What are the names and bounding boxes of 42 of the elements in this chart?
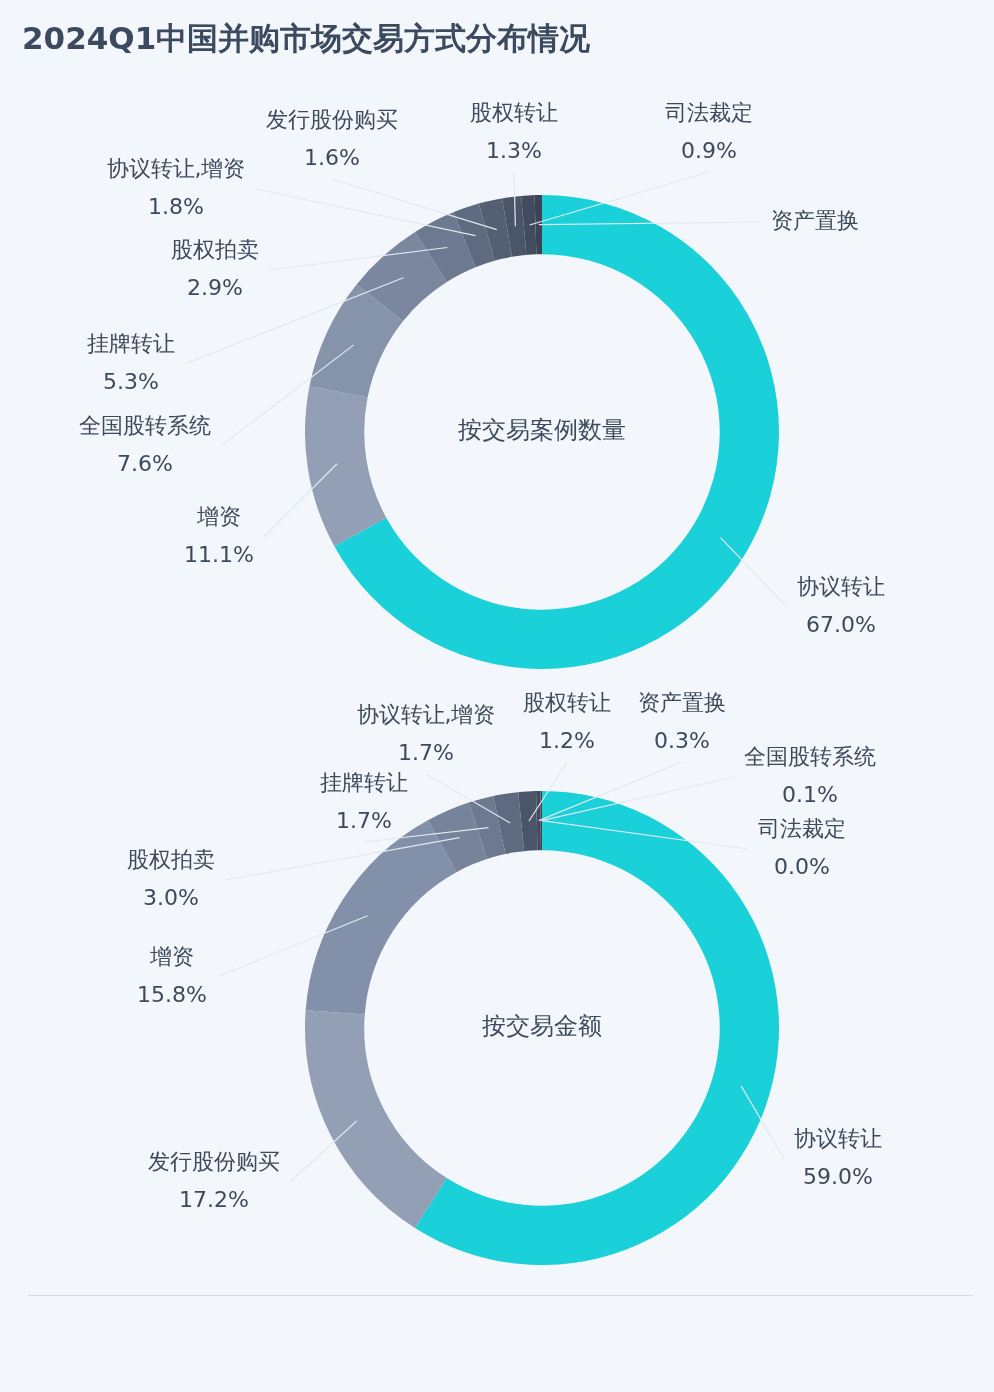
slice-label: 全国股转系统 <box>79 412 211 438</box>
slice-label: 资产置换 <box>638 689 726 715</box>
slice-label: 协议转让 <box>794 1125 882 1151</box>
text: 0.0% <box>774 853 830 879</box>
data-label: 1.6% <box>304 144 360 170</box>
slice-label: 增资 <box>196 503 241 529</box>
data-label: 1.7% <box>398 739 454 765</box>
chart-title: 2024Q1中国并购市场交易方式分布情况 <box>22 19 591 58</box>
slice-label: 司法裁定 <box>665 99 753 125</box>
slice-label: 协议转让,增资 <box>356 701 496 727</box>
slice-label: 协议转让,增资 <box>106 155 246 181</box>
data-label: 0.1% <box>782 781 838 807</box>
slice-label: 股权拍卖 <box>127 846 215 872</box>
slice-label: 股权转让 <box>523 689 611 715</box>
text: 按交易案例数量 <box>458 416 626 445</box>
slice-label: 协议转让 <box>797 573 885 599</box>
data-label: 11.1% <box>184 541 254 567</box>
text: 按交易金额 <box>482 1012 602 1041</box>
slice-label: 全国股转系统 <box>744 743 876 769</box>
slice-label: 挂牌转让 <box>87 330 175 356</box>
slice-label: 发行股份购买 <box>148 1148 280 1174</box>
data-label: 3.0% <box>143 884 199 910</box>
data-label: 0.3% <box>654 727 710 753</box>
data-label: 2.9% <box>187 274 243 300</box>
category-label: 司法裁定 <box>758 815 846 841</box>
data-label: 67.0% <box>806 611 876 637</box>
slice-label: 股权转让 <box>470 99 558 125</box>
data-label: 0.9% <box>681 137 737 163</box>
data-label: 15.8% <box>137 981 207 1007</box>
slice-label: 挂牌转让 <box>320 769 408 795</box>
data-label: 7.6% <box>117 450 173 476</box>
data-label: 5.3% <box>103 368 159 394</box>
data-label: 1.3% <box>486 137 542 163</box>
slice-label: 股权拍卖 <box>171 236 259 262</box>
slice-label: 增资 <box>149 943 194 969</box>
data-label: 17.2% <box>179 1186 249 1212</box>
slice-label: 资产置换 <box>771 207 859 233</box>
slice-label: 发行股份购买 <box>266 106 398 132</box>
data-label: 1.2% <box>539 727 595 753</box>
data-label: 1.8% <box>148 193 204 219</box>
data-label: 59.0% <box>803 1163 873 1189</box>
data-label: 1.7% <box>336 807 392 833</box>
